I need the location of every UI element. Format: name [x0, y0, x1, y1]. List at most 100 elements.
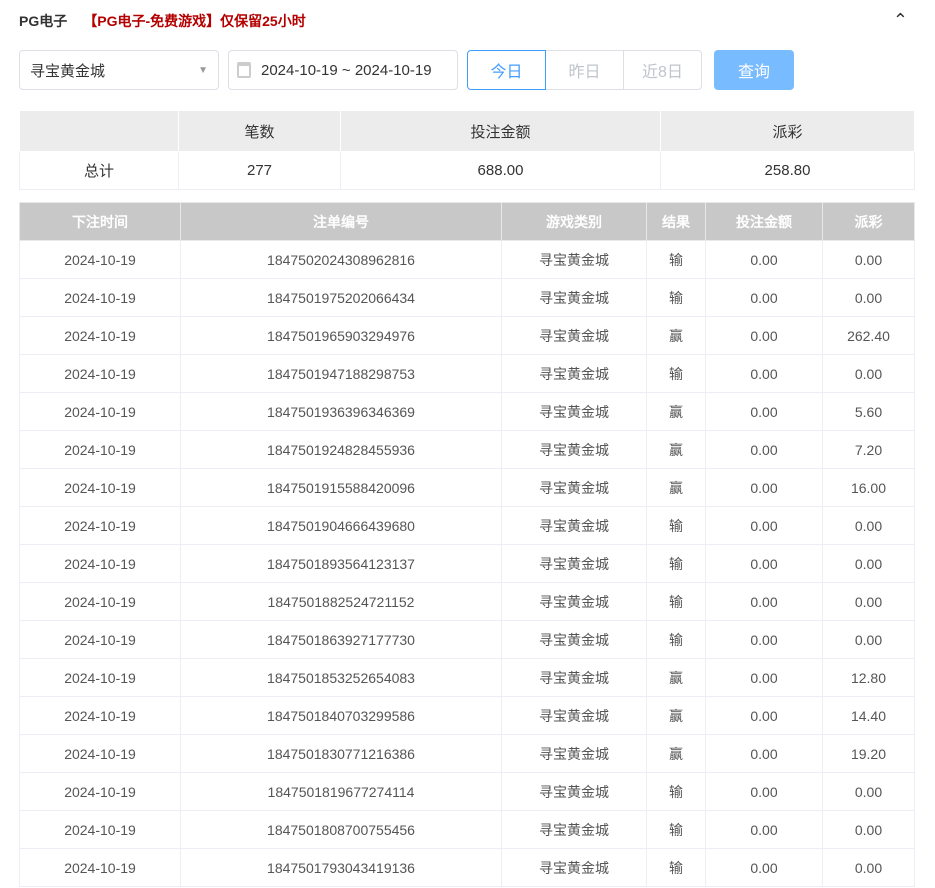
table-row: 2024-10-19 1847501924828455936 寻宝黄金城赢 0.00 7…: [19, 430, 915, 469]
cell-payout: 0.00: [822, 848, 915, 887]
cell-payout: 0.00: [822, 810, 915, 849]
cell-bet-time: 2024-10-19: [19, 506, 181, 545]
cell-bet-time: 2024-10-19: [19, 240, 181, 279]
cell-payout: 0.00: [822, 506, 915, 545]
table-row: 2024-10-19 1847501947188298753 寻宝黄金城输 0.00 0…: [19, 354, 915, 393]
cell-bet-time: 2024-10-19: [19, 658, 181, 697]
table-row: 2024-10-19 1847501830771216386 寻宝黄金城赢 0.00 1…: [19, 734, 915, 773]
cell-bet-id: 1847501893564123137: [180, 544, 502, 583]
header-payout: 派彩: [822, 202, 915, 241]
cell-game-type: 寻宝黄金城: [501, 696, 647, 735]
cell-bet-amount: 0.00: [705, 240, 823, 279]
cell-bet-time: 2024-10-19: [19, 848, 181, 887]
chevron-up-icon[interactable]: ⌃: [892, 10, 908, 30]
last-8-days-button[interactable]: 近8日: [623, 50, 702, 90]
summary-table: 笔数 投注金额 派彩 总计 277 688.00 258.80: [19, 110, 915, 190]
table-row: 2024-10-19 1847501819677274114 寻宝黄金城输 0.00 0…: [19, 772, 915, 811]
cell-bet-id: 1847501793043419136: [180, 848, 502, 887]
cell-payout: 0.00: [822, 240, 915, 279]
cell-result: 赢: [646, 734, 706, 773]
cell-bet-id: 1847502024308962816: [180, 240, 502, 279]
table-row: 2024-10-19 1847502024308962816 寻宝黄金城输 0.00 0…: [19, 240, 915, 279]
details-header-row: 下注时间 注单编号 游戏类别 结果 投注金额 派彩: [19, 202, 915, 241]
cell-bet-time: 2024-10-19: [19, 696, 181, 735]
yesterday-button[interactable]: 昨日: [545, 50, 624, 90]
cell-result: 输: [646, 582, 706, 621]
cell-bet-time: 2024-10-19: [19, 620, 181, 659]
cell-bet-id: 1847501947188298753: [180, 354, 502, 393]
bet-details-table: 下注时间 注单编号 游戏类别 结果 投注金额 派彩 2024-10-19 184750202…: [19, 202, 915, 887]
cell-game-type: 寻宝黄金城: [501, 734, 647, 773]
cell-bet-amount: 0.00: [705, 278, 823, 317]
table-row: 2024-10-19 1847501863927177730 寻宝黄金城输 0.00 0…: [19, 620, 915, 659]
header-bet-amount: 投注金额: [705, 202, 823, 241]
cell-bet-time: 2024-10-19: [19, 734, 181, 773]
notice-text: 【PG电子-免费游戏】仅保留25小时: [83, 13, 306, 29]
cell-result: 赢: [646, 430, 706, 469]
cell-bet-time: 2024-10-19: [19, 772, 181, 811]
query-button[interactable]: 查询: [714, 50, 794, 90]
cell-payout: 16.00: [822, 468, 915, 507]
header-bet-time: 下注时间: [19, 202, 181, 241]
cell-bet-amount: 0.00: [705, 354, 823, 393]
summary-cell: 277: [178, 151, 341, 190]
cell-bet-id: 1847501915588420096: [180, 468, 502, 507]
cell-payout: 0.00: [822, 772, 915, 811]
summary-cell: 总计: [19, 151, 179, 190]
cell-bet-amount: 0.00: [705, 620, 823, 659]
cell-bet-amount: 0.00: [705, 316, 823, 355]
cell-result: 输: [646, 354, 706, 393]
cell-result: 赢: [646, 468, 706, 507]
cell-bet-amount: 0.00: [705, 772, 823, 811]
cell-game-type: 寻宝黄金城: [501, 468, 647, 507]
cell-game-type: 寻宝黄金城: [501, 620, 647, 659]
game-select[interactable]: 寻宝黄金城 ▼: [19, 50, 219, 90]
today-button[interactable]: 今日: [467, 50, 546, 90]
cell-bet-amount: 0.00: [705, 430, 823, 469]
table-row: 2024-10-19 1847501893564123137 寻宝黄金城输 0.00 0…: [19, 544, 915, 583]
cell-payout: 0.00: [822, 620, 915, 659]
game-select-value: 寻宝黄金城: [30, 62, 106, 80]
date-range-value: 2024-10-19 ~ 2024-10-19: [261, 61, 432, 79]
cell-payout: 0.00: [822, 582, 915, 621]
cell-game-type: 寻宝黄金城: [501, 278, 647, 317]
cell-bet-amount: 0.00: [705, 810, 823, 849]
cell-game-type: 寻宝黄金城: [501, 430, 647, 469]
cell-result: 输: [646, 772, 706, 811]
table-row: 2024-10-19 1847501853252654083 寻宝黄金城赢 0.00 1…: [19, 658, 915, 697]
cell-payout: 0.00: [822, 354, 915, 393]
cell-result: 赢: [646, 392, 706, 431]
cell-payout: 19.20: [822, 734, 915, 773]
summary-header-row: 笔数 投注金额 派彩: [19, 110, 915, 152]
header-bet-id: 注单编号: [180, 202, 502, 241]
cell-payout: 0.00: [822, 544, 915, 583]
cell-bet-amount: 0.00: [705, 848, 823, 887]
table-row: 2024-10-19 1847501808700755456 寻宝黄金城输 0.00 0…: [19, 810, 915, 849]
cell-bet-amount: 0.00: [705, 696, 823, 735]
cell-bet-time: 2024-10-19: [19, 544, 181, 583]
cell-game-type: 寻宝黄金城: [501, 506, 647, 545]
cell-game-type: 寻宝黄金城: [501, 848, 647, 887]
table-row: 2024-10-19 1847501904666439680 寻宝黄金城输 0.00 0…: [19, 506, 915, 545]
cell-result: 赢: [646, 696, 706, 735]
cell-result: 输: [646, 544, 706, 583]
cell-bet-id: 1847501882524721152: [180, 582, 502, 621]
summary-header: [19, 110, 179, 152]
cell-result: 输: [646, 240, 706, 279]
cell-bet-amount: 0.00: [705, 734, 823, 773]
header-game-type: 游戏类别: [501, 202, 647, 241]
cell-bet-amount: 0.00: [705, 582, 823, 621]
cell-payout: 7.20: [822, 430, 915, 469]
cell-result: 输: [646, 278, 706, 317]
cell-result: 输: [646, 848, 706, 887]
calendar-icon: [237, 62, 251, 78]
summary-cell: 688.00: [340, 151, 661, 190]
date-range-picker[interactable]: 2024-10-19 ~ 2024-10-19: [228, 50, 458, 90]
cell-game-type: 寻宝黄金城: [501, 316, 647, 355]
cell-game-type: 寻宝黄金城: [501, 392, 647, 431]
cell-bet-time: 2024-10-19: [19, 316, 181, 355]
cell-bet-amount: 0.00: [705, 658, 823, 697]
cell-game-type: 寻宝黄金城: [501, 240, 647, 279]
cell-payout: 5.60: [822, 392, 915, 431]
cell-result: 赢: [646, 658, 706, 697]
